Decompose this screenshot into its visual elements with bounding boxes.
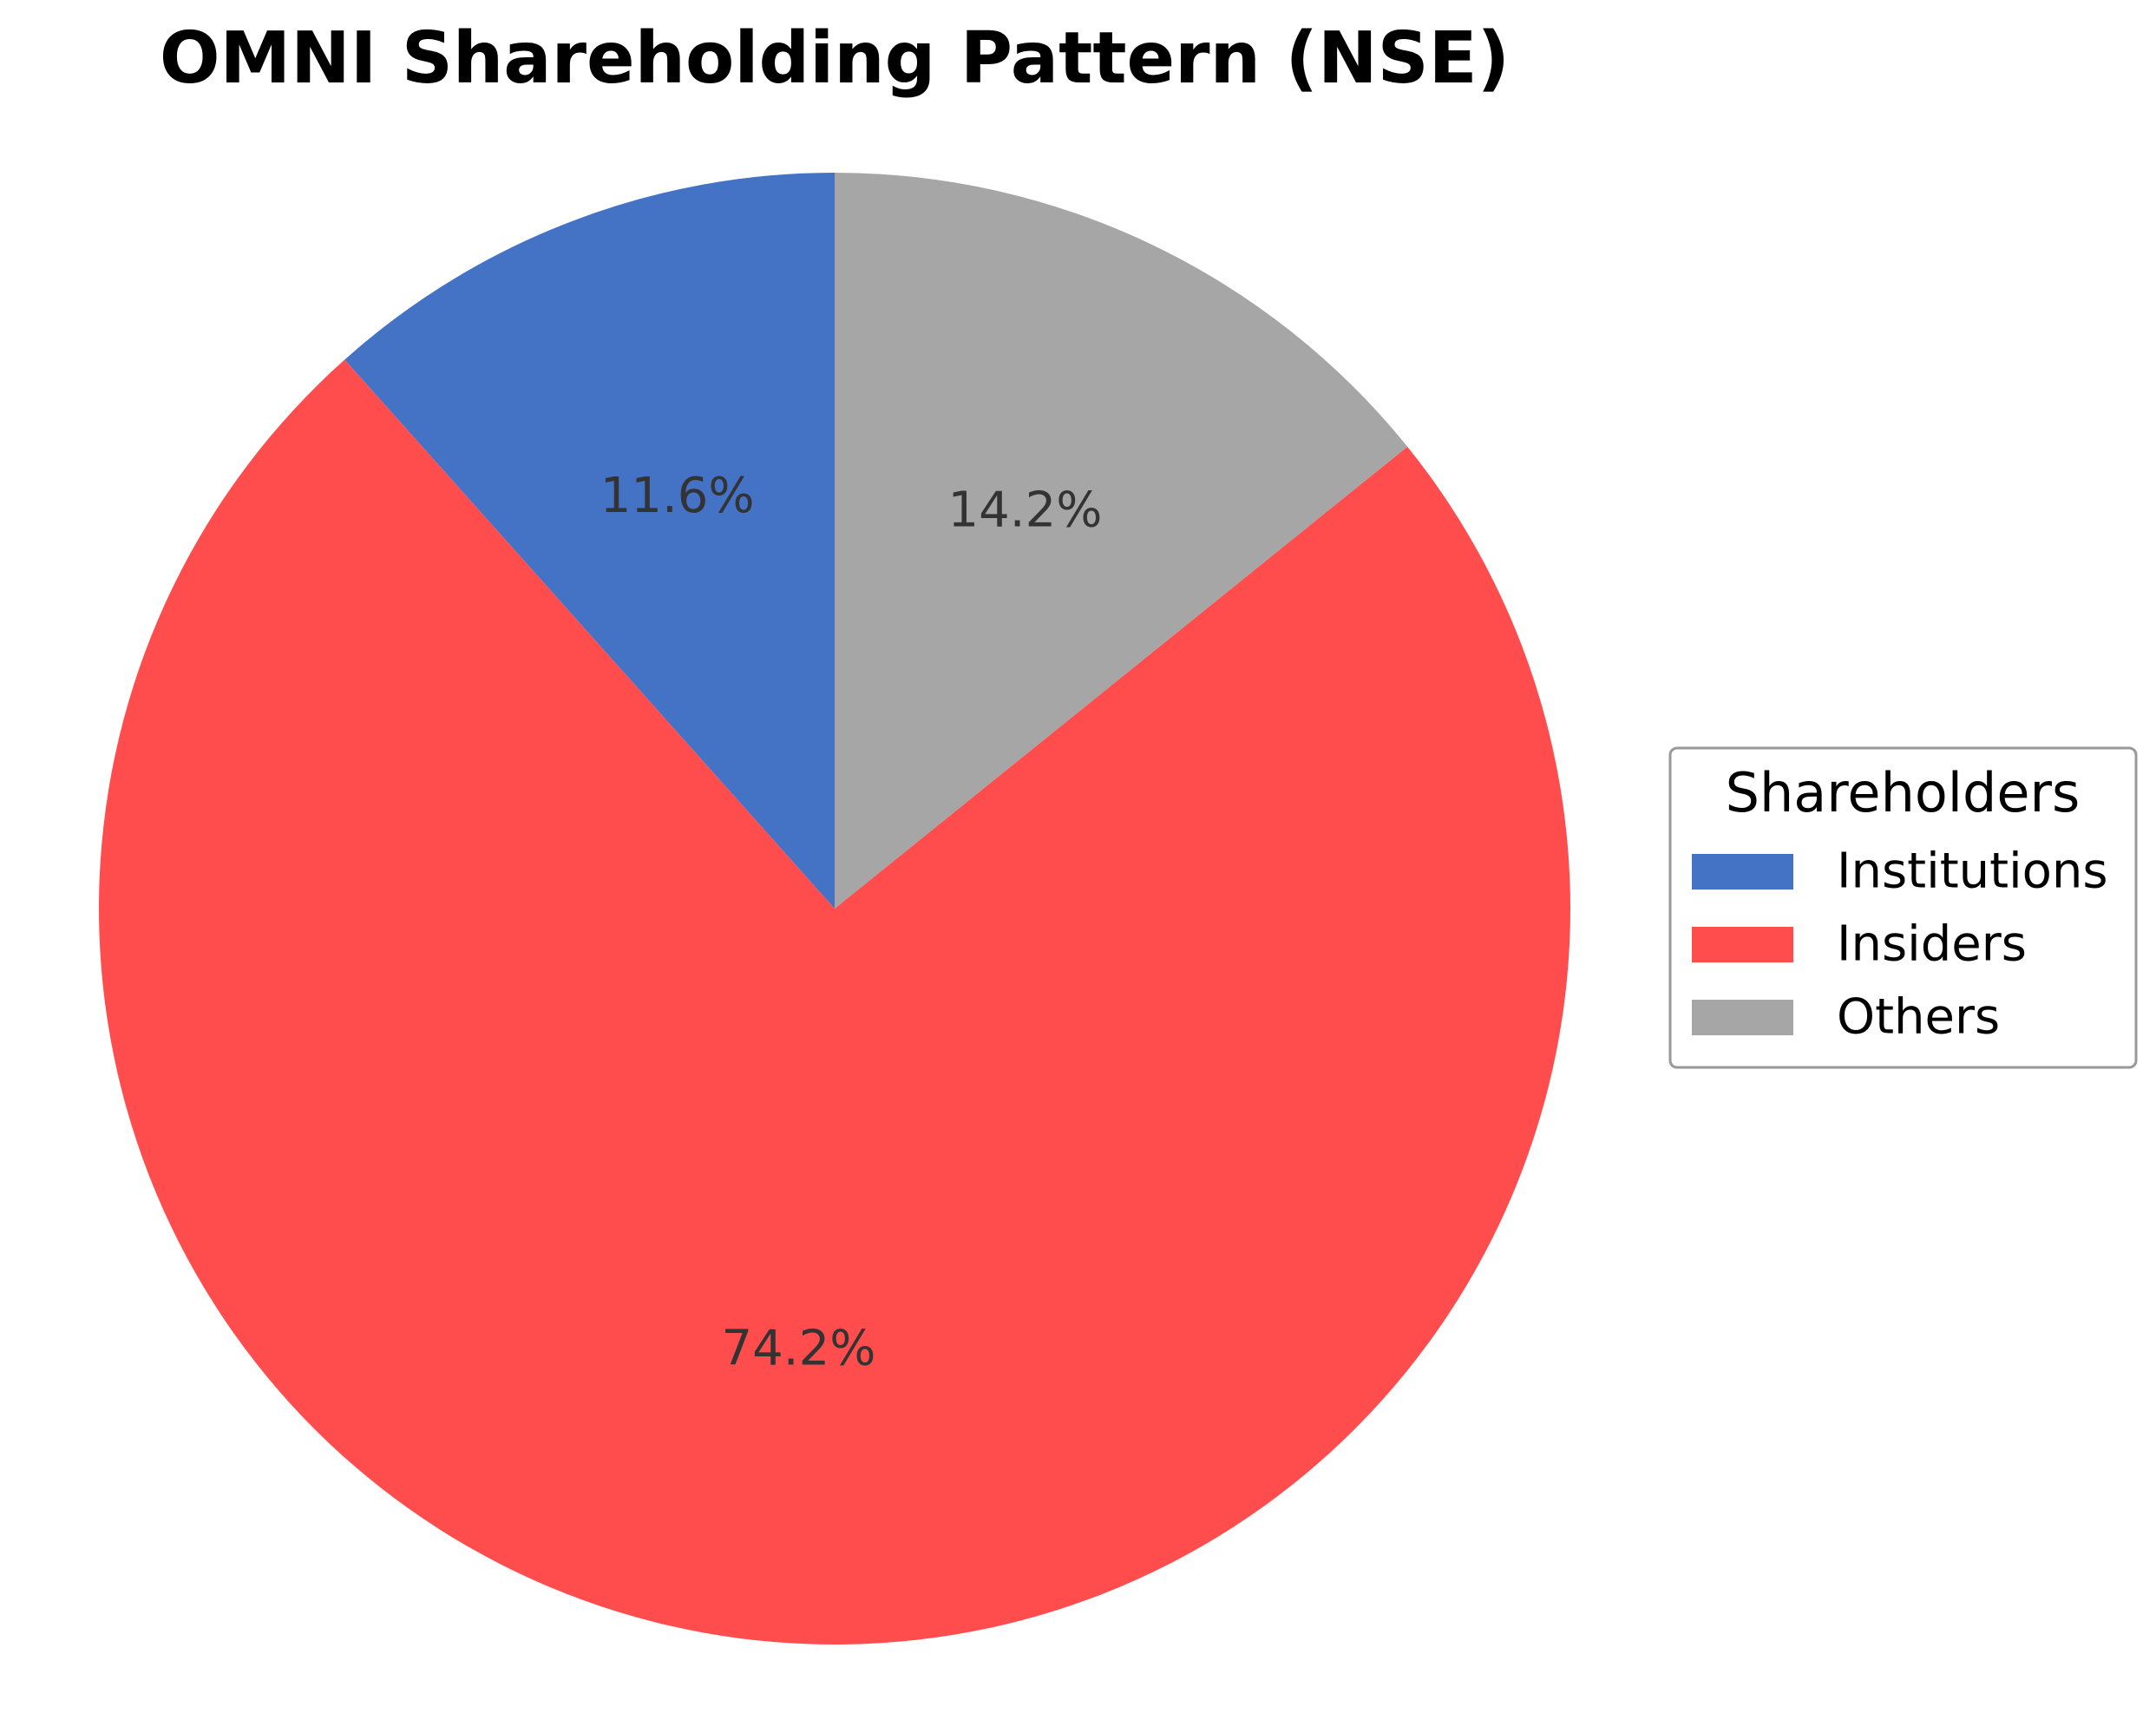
- chart-title: OMNI Shareholding Pattern (NSE): [160, 17, 1510, 100]
- pie-slice-others: [835, 173, 1408, 909]
- legend-label-insiders: Insiders: [1837, 916, 2027, 973]
- pie-slice-labels: 11.6% 74.2% 14.2%: [600, 468, 1103, 1377]
- slice-label-institutions: 11.6%: [600, 468, 755, 524]
- slice-label-insiders: 74.2%: [722, 1321, 876, 1377]
- legend-title: Shareholders: [1726, 761, 2081, 824]
- legend-label-others: Others: [1837, 989, 2000, 1046]
- pie-slices: [98, 173, 1570, 1644]
- pie-slice-institutions: [344, 173, 836, 909]
- legend-frame: [1668, 746, 2138, 1069]
- legend-swatch-institutions: [1692, 854, 1793, 889]
- slice-label-others: 14.2%: [948, 482, 1103, 539]
- legend-swatch-insiders: [1692, 927, 1793, 962]
- legend-label-institutions: Institutions: [1837, 844, 2108, 900]
- legend-swatch-others: [1692, 1000, 1793, 1035]
- legend-entries: Institutions Insiders Others: [1692, 844, 2108, 1046]
- legend: Shareholders Institutions Insiders Others: [1668, 746, 2138, 1069]
- pie-slice-insiders: [98, 359, 1570, 1644]
